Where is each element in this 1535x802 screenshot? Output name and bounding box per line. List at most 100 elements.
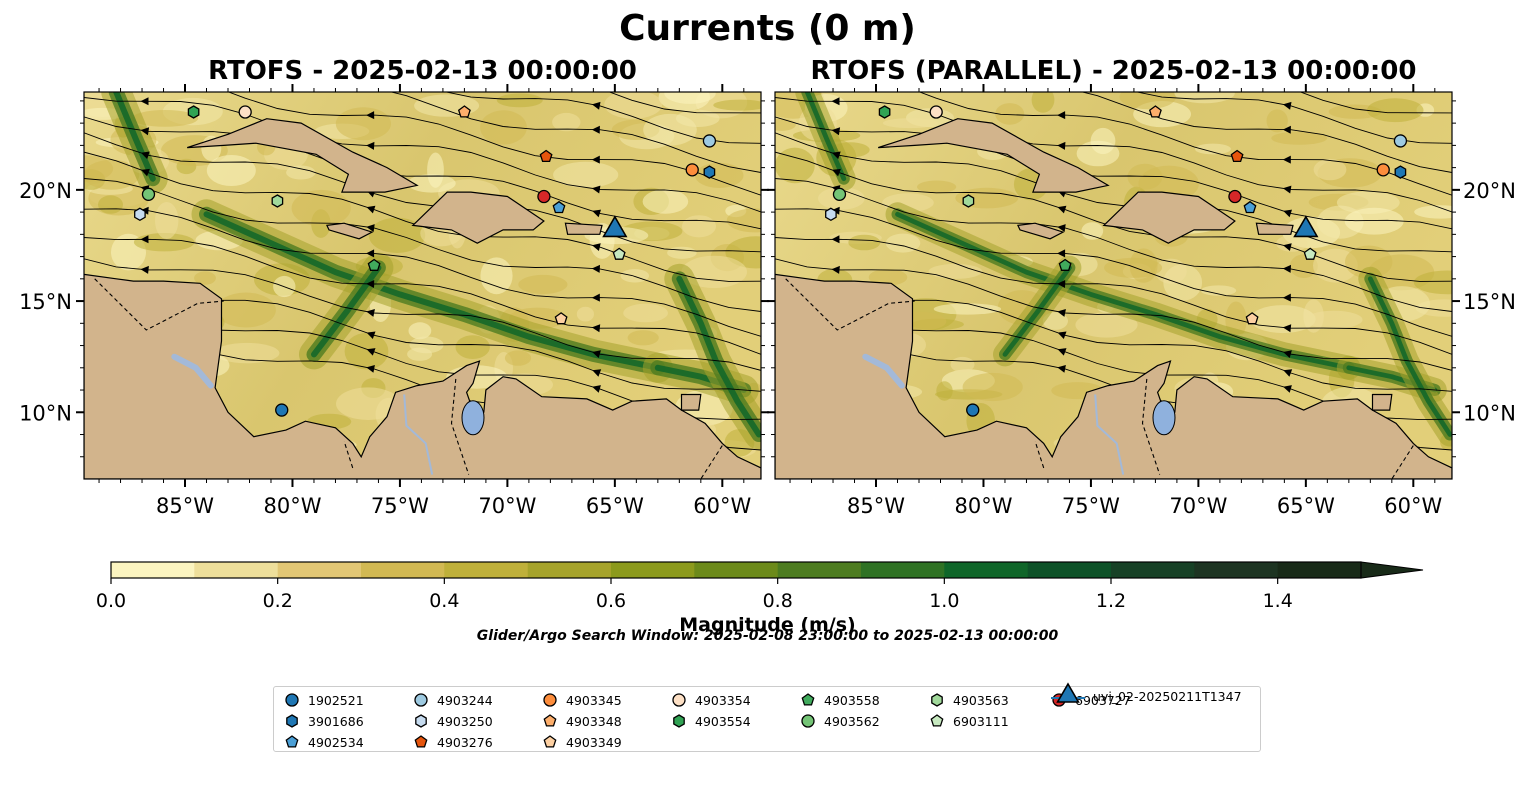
x-tick-label: 85°W — [847, 494, 905, 518]
colorbar-bin — [777, 562, 862, 578]
map-frames — [83, 91, 1453, 480]
legend-item-label: 4903563 — [953, 692, 1009, 708]
y-tick-label: 20°N — [19, 179, 72, 203]
colorbar-bin — [277, 562, 362, 578]
legend-hexagon — [286, 714, 298, 728]
platform-marker-uvi_02-20250211T1347 — [1293, 215, 1319, 238]
colorbar-bin — [361, 562, 445, 578]
figure-title: Currents (0 m) — [619, 8, 916, 49]
legend-item-label: 4903276 — [437, 734, 493, 750]
legend-pentagon — [543, 735, 557, 748]
legend-item-label: 4903558 — [824, 692, 880, 708]
platform-marker-6903111 — [612, 247, 626, 260]
land — [775, 118, 1452, 479]
legend-hexagon — [673, 714, 685, 728]
legend-item: 3901686 — [284, 711, 364, 731]
river — [403, 394, 434, 475]
platform-marker-4903563 — [271, 194, 284, 208]
legend-item: uvi_02-20250211T1347 — [1051, 682, 1242, 706]
colorbar-label: Magnitude (m/s) — [679, 614, 856, 636]
colorbar-bin — [1027, 562, 1112, 578]
legend-marker — [543, 714, 557, 727]
legend-item-label: 6903111 — [953, 713, 1009, 729]
legend-pentagon — [285, 735, 299, 748]
legend-item-label: 6903727 — [1075, 692, 1131, 708]
colorbar-bin — [111, 562, 195, 578]
platform-marker-4903354 — [238, 105, 252, 119]
legend-circle — [414, 693, 428, 707]
legend-marker — [286, 714, 298, 728]
platform-marker-4903250 — [825, 207, 837, 222]
legend-item-label: 3901686 — [308, 713, 364, 729]
legend-marker — [285, 735, 299, 748]
platform-marker-4903348 — [1148, 105, 1162, 118]
platform-marker-4903554 — [187, 105, 200, 119]
colorbar-bin — [611, 562, 695, 578]
platform-marker-4903558 — [1058, 258, 1072, 271]
x-tick-label: 65°W — [586, 494, 644, 518]
legend-marker — [930, 714, 944, 727]
lake-nicaragua — [171, 353, 214, 389]
country-border — [785, 278, 915, 331]
land — [84, 118, 761, 479]
legend-marker — [931, 693, 943, 707]
legend-item: 4902534 — [284, 732, 364, 752]
colorbar-bin — [1277, 562, 1362, 578]
legend-item-label: 1902521 — [308, 692, 364, 708]
legend-hexagon — [931, 693, 943, 707]
legend-item: 4903348 — [542, 711, 622, 731]
platform-marker-4903244 — [702, 134, 717, 148]
map-panel-left — [84, 92, 761, 479]
map-panel-right — [775, 92, 1452, 479]
platform-marker-4903349 — [1245, 312, 1259, 325]
x-tick-label: 75°W — [371, 494, 429, 518]
country-border — [1141, 378, 1161, 475]
legend-item-label: uvi_02-20250211T1347 — [1093, 688, 1242, 704]
legend-pentagon — [801, 693, 815, 706]
legend-circle — [543, 693, 557, 707]
colorbar-extend-arrow — [1360, 561, 1424, 579]
legend-item: 4903345 — [542, 690, 622, 710]
platform-marker-4903563 — [962, 194, 975, 208]
colorbar: 0.0 0.2 0.4 0.6 0.8 1.0 1.2 1.4 — [96, 561, 1424, 612]
legend-marker — [673, 714, 685, 728]
y-tick-label: 20°N — [1463, 179, 1516, 203]
legend-item: 4903250 — [413, 711, 493, 731]
legend-item: 4903562 — [800, 711, 880, 731]
panel-title-left: RTOFS - 2025-02-13 00:00:00 — [208, 56, 637, 86]
x-tick-label: 70°W — [1169, 494, 1227, 518]
country-border — [94, 278, 224, 331]
country-border — [1034, 441, 1045, 469]
colorbar-tick-label: 0.8 — [763, 590, 793, 612]
platform-marker-uvi_02-20250211T1347 — [602, 215, 628, 238]
y-tick-label: 15°N — [19, 290, 72, 314]
legend-item-label: 4903244 — [437, 692, 493, 708]
legend-item-label: 4903345 — [566, 692, 622, 708]
colorbar-tick-label: 0.4 — [429, 590, 459, 612]
legend-pentagon — [414, 735, 428, 748]
legend-item: 4903563 — [929, 690, 1009, 710]
colorbar-bin — [527, 562, 612, 578]
x-tick-label: 60°W — [693, 494, 751, 518]
legend-item-label: 4903349 — [566, 734, 622, 750]
legend-pentagon — [930, 714, 944, 727]
platform-marker-4903345 — [1376, 163, 1390, 177]
legend-item: 4903354 — [671, 690, 751, 710]
platform-marker-6903727 — [537, 189, 551, 204]
platform-marker-4903276 — [1230, 149, 1244, 163]
x-tick-label: 70°W — [478, 494, 536, 518]
legend-item-label: 4902534 — [308, 734, 364, 750]
legend-item-label: 4903554 — [695, 713, 751, 729]
legend-item: 4903276 — [413, 732, 493, 752]
legend-item-label: 4903250 — [437, 713, 493, 729]
platform-marker-4903558 — [367, 258, 381, 271]
y-tick-label: 10°N — [19, 401, 72, 425]
map-axis-ticks: 85°W 80°W 75°W 70°W 65°W 60°W 10°N 15°N 20°N 85°W… — [19, 84, 1516, 518]
colorbar-tick-label: 0.0 — [96, 590, 126, 612]
lake-nicaragua — [862, 353, 905, 389]
colorbar-bin — [861, 562, 945, 578]
platform-marker-4903348 — [457, 105, 471, 118]
river — [1094, 394, 1125, 475]
platform-marker-6903727 — [1228, 189, 1242, 204]
legend-item-label: 4903348 — [566, 713, 622, 729]
